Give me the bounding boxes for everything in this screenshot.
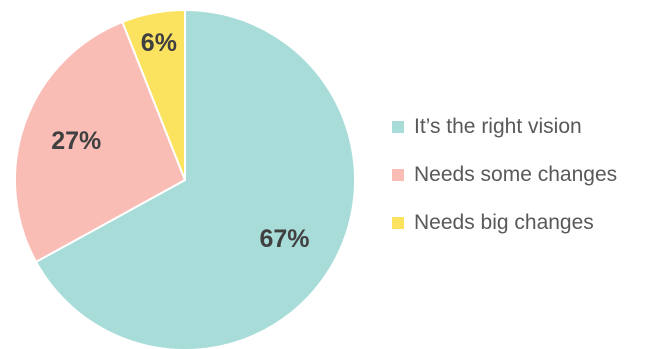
- pie-slice-big-changes: [121, 9, 186, 181]
- pie-slice-some-changes: [14, 20, 186, 263]
- pie-slice-right-vision: [35, 9, 356, 349]
- data-label-right-vision: 67%: [259, 225, 309, 253]
- legend-swatch-right-vision: [392, 121, 404, 133]
- legend-label-big-changes: Needs big changes: [414, 211, 594, 234]
- data-label-big-changes: 6%: [141, 29, 177, 57]
- legend: It’s the right vision Needs some changes…: [392, 115, 654, 259]
- legend-item: It’s the right vision: [392, 115, 654, 139]
- legend-label-some-changes: Needs some changes: [414, 163, 618, 186]
- legend-swatch-some-changes: [392, 169, 404, 181]
- legend-item: Needs big changes: [392, 211, 654, 235]
- legend-item: Needs some changes: [392, 163, 654, 187]
- legend-swatch-big-changes: [392, 217, 404, 229]
- legend-label-right-vision: It’s the right vision: [414, 115, 582, 138]
- data-label-some-changes: 27%: [51, 127, 101, 155]
